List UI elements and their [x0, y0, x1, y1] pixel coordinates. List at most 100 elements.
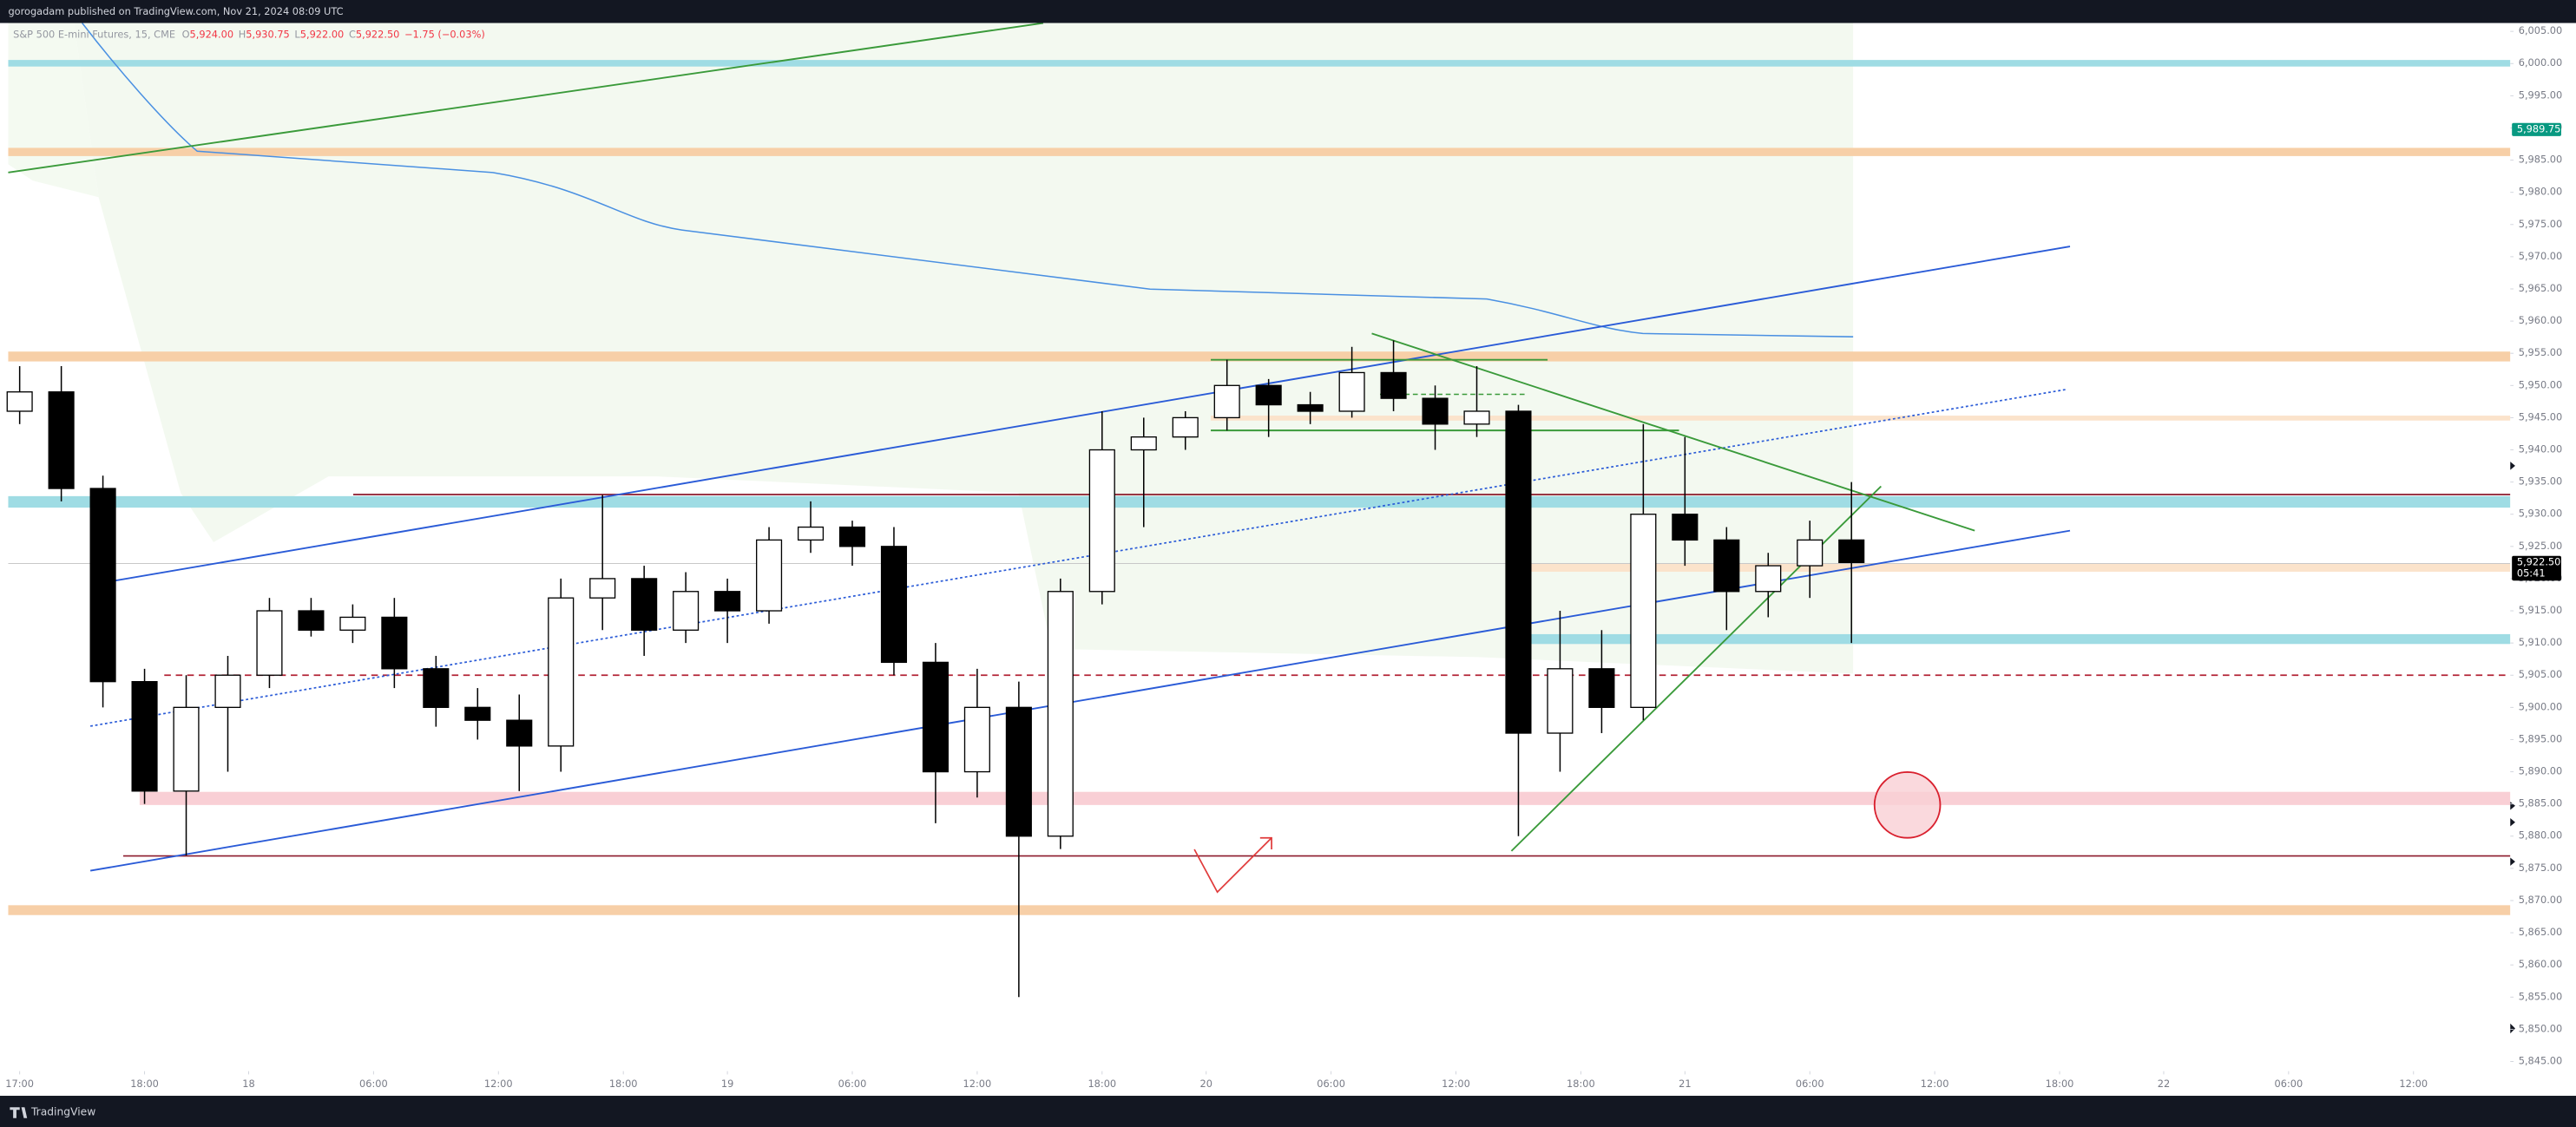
candle-body	[1005, 706, 1032, 837]
axis-marker	[2510, 818, 2515, 827]
zone	[8, 905, 2511, 915]
axis-marker	[2510, 857, 2515, 866]
candle-body	[1463, 410, 1490, 425]
candle-body	[423, 668, 450, 709]
candle-body	[963, 706, 990, 773]
legend-change: −1.75 (−0.03%)	[404, 29, 485, 41]
x-tick-label: 18:00	[609, 1078, 638, 1090]
axis-marker	[2510, 462, 2515, 470]
candle-body	[797, 526, 825, 541]
y-tick-label: 6,000.00	[2519, 56, 2563, 69]
candle-body	[48, 391, 75, 489]
zone	[1519, 633, 2511, 645]
price-tag-label: 5,989.75	[2517, 122, 2561, 134]
candle-body	[1047, 591, 1074, 837]
candle-body	[89, 488, 116, 683]
y-tick-label: 5,955.00	[2519, 346, 2563, 358]
y-tick-label: 5,870.00	[2519, 894, 2563, 906]
candle-body	[339, 616, 366, 631]
candle-body	[464, 706, 491, 721]
y-tick-label: 5,905.00	[2519, 668, 2563, 680]
trend-line	[8, 22, 1044, 174]
bottom-bar	[0, 1096, 2576, 1127]
candle-body	[131, 680, 158, 792]
y-tick-label: 5,960.00	[2519, 314, 2563, 326]
brand: TradingView	[30, 1105, 95, 1117]
x-tick-label: 06:00	[838, 1078, 867, 1090]
candle-body	[1255, 384, 1282, 406]
arrow-head	[1259, 836, 1272, 849]
candle-body	[922, 661, 949, 773]
price-tag-countdown: 05:41	[2517, 567, 2546, 580]
x-tick-label: 18:00	[2046, 1078, 2074, 1090]
x-tick-label: 20	[1199, 1078, 1212, 1090]
y-tick-label: 5,850.00	[2519, 1022, 2563, 1034]
x-tick-label: 06:00	[1317, 1078, 1345, 1090]
candle-body	[1297, 403, 1324, 412]
y-tick-label: 5,910.00	[2519, 636, 2563, 648]
y-tick-label: 5,980.00	[2519, 186, 2563, 198]
candle-body	[880, 546, 908, 664]
price-tag	[2512, 122, 2561, 136]
candle-body	[548, 597, 575, 747]
y-tick-label: 5,950.00	[2519, 378, 2563, 390]
candle-body	[1838, 539, 1865, 564]
y-tick-label: 5,930.00	[2519, 508, 2563, 520]
x-tick-label: 12:00	[1921, 1078, 1949, 1090]
candle-body	[1588, 668, 1615, 709]
y-tick-label: 5,845.00	[2519, 1054, 2563, 1066]
x-tick-label: 12:00	[1442, 1078, 1470, 1090]
candle-body	[1505, 410, 1532, 734]
axis-marker	[2510, 1023, 2515, 1034]
legend-key: O	[182, 29, 190, 41]
x-tick-label: 21	[1679, 1078, 1691, 1090]
price-tag	[2512, 555, 2561, 581]
candle-body	[1380, 371, 1407, 399]
legend: S&P 500 E-mini Futures, 15, CME O5,924.00…	[13, 29, 485, 41]
zone	[8, 495, 2511, 508]
symbol-title: S&P 500 E-mini Futures, 15, CME	[13, 29, 175, 41]
y-tick-label: 5,865.00	[2519, 926, 2563, 938]
candles	[6, 340, 1865, 998]
x-tick-label: 18	[242, 1078, 254, 1090]
candle-body	[838, 526, 866, 547]
x-tick-label: 19	[721, 1078, 733, 1090]
y-tick-label: 5,860.00	[2519, 958, 2563, 970]
candle-body	[1672, 514, 1699, 541]
logo	[10, 1107, 28, 1118]
y-tick-label: 5,880.00	[2519, 829, 2563, 842]
arrow-drawing	[1193, 837, 1272, 894]
x-tick-label: 17:00	[5, 1078, 34, 1090]
candle-body	[1088, 449, 1115, 593]
publisher: gorogadam published on TradingView.com, …	[8, 5, 343, 17]
y-tick-label: 5,885.00	[2519, 797, 2563, 809]
candle-body	[173, 706, 200, 792]
candle-body	[381, 616, 408, 670]
candle-body	[298, 610, 325, 631]
x-tick-label: 06:00	[1796, 1078, 1824, 1090]
candle-body	[1630, 514, 1657, 709]
y-tick-label: 5,875.00	[2519, 862, 2563, 874]
y-tick-label: 5,970.00	[2519, 250, 2563, 262]
candle-body	[1172, 416, 1199, 438]
y-tick-label: 5,855.00	[2519, 990, 2563, 1002]
x-tick-label: 12:00	[2399, 1078, 2428, 1090]
legend-value: 5,924.00	[190, 29, 234, 41]
candle-body	[214, 674, 241, 709]
x-tick-label: 06:00	[2275, 1078, 2303, 1090]
y-tick-label: 5,945.00	[2519, 410, 2563, 423]
top-bar	[0, 0, 2576, 23]
y-tick-label: 6,005.00	[2519, 24, 2563, 36]
candle-body	[589, 578, 616, 599]
trend-line	[89, 388, 2067, 727]
candle-body	[1713, 539, 1740, 593]
trend-line	[89, 529, 2071, 872]
y-tick-label: 5,935.00	[2519, 475, 2563, 488]
y-tick-label: 5,925.00	[2519, 540, 2563, 552]
x-tick-label: 18:00	[1567, 1078, 1595, 1090]
y-tick-label: 5,900.00	[2519, 700, 2563, 712]
candle-body	[1130, 436, 1157, 451]
trend-line	[1371, 332, 1975, 532]
candle-body	[1213, 384, 1240, 419]
